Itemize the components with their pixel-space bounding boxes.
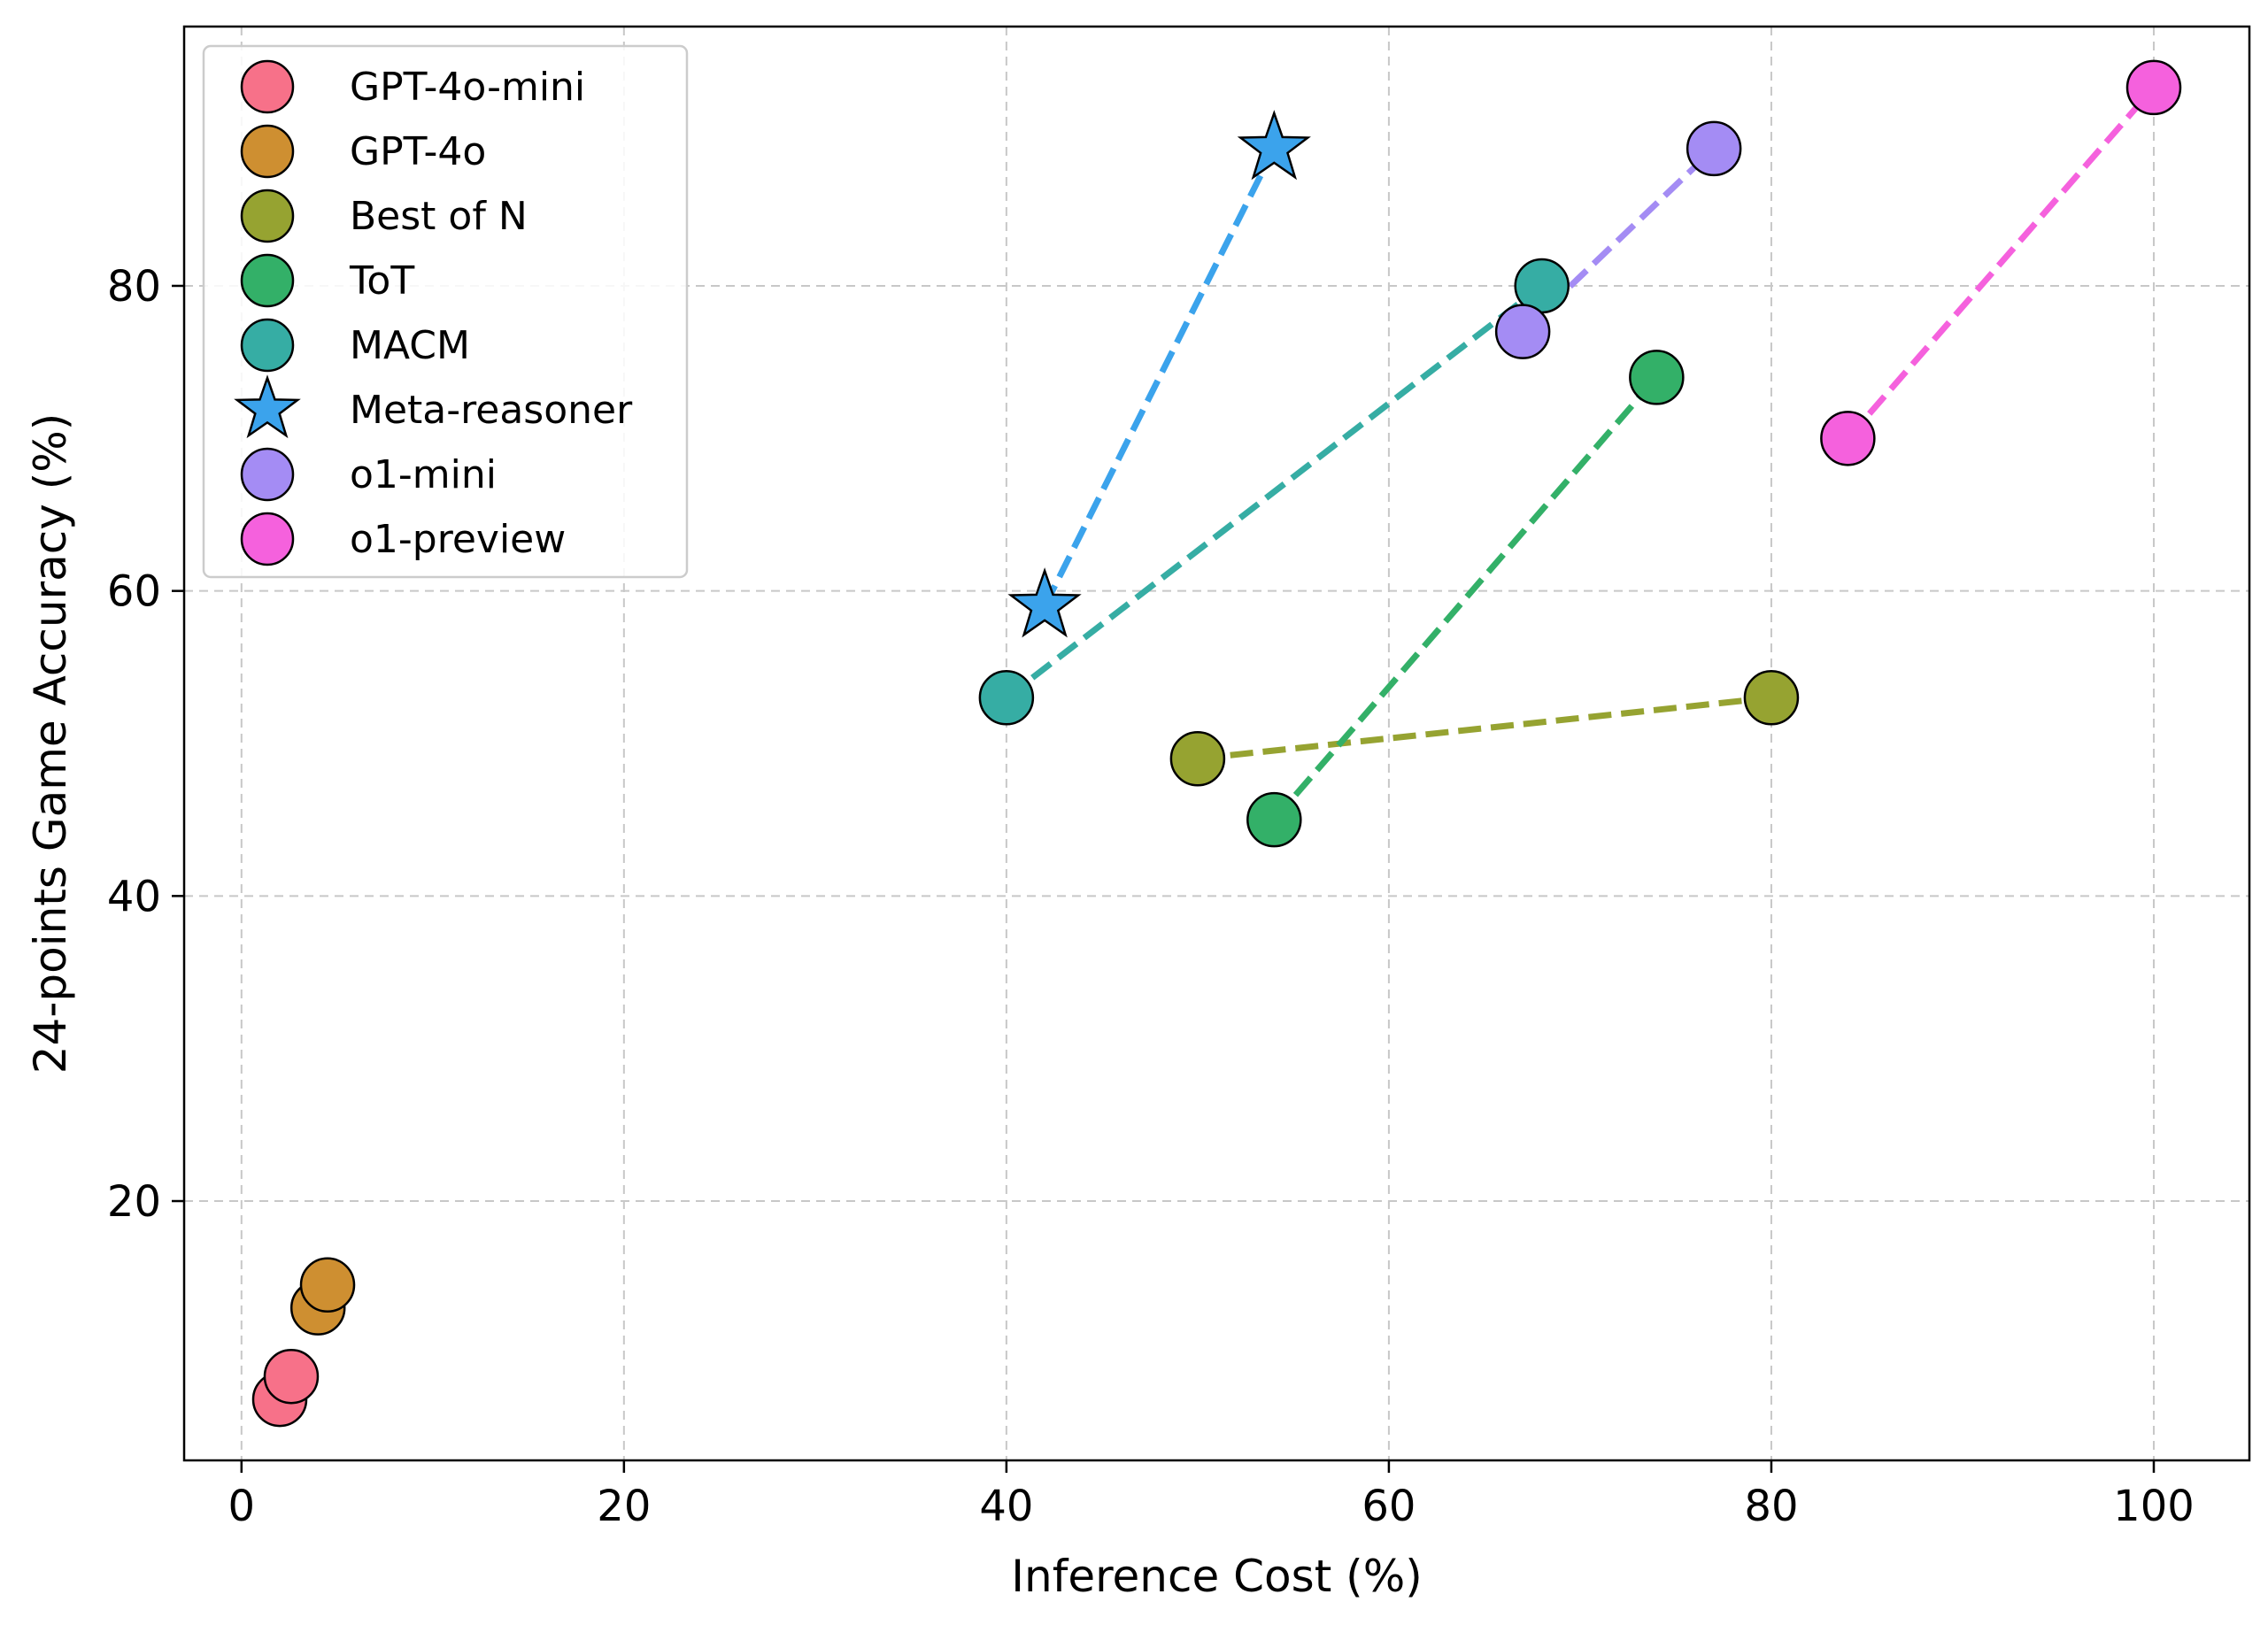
legend-label: GPT-4o-mini [350,65,585,110]
legend-label: o1-mini [350,452,497,497]
legend-marker [240,318,295,373]
data-point [2125,59,2182,116]
legend-label: ToT [349,258,414,304]
legend-marker [240,189,295,243]
legend-label: Meta-reasoner [350,388,633,433]
plot-frame [182,25,2251,1462]
y-axis-label: 24-points Game Accuracy (%) [25,413,76,1074]
legend-label: GPT-4o [350,129,486,174]
x-tick-label: 80 [1744,1482,1798,1531]
series-points [251,59,2182,1428]
series-line [1845,85,2156,441]
axis-ticks: 0 20 40 60 80 100 20 40 60 80 [107,262,2195,1531]
legend-marker [240,447,295,502]
x-axis-label: Inference Cost (%) [1011,1551,1422,1602]
data-point [1494,304,1551,359]
data-point-star [1237,110,1311,181]
data-point [1686,120,1742,177]
y-tick-label: 20 [107,1177,161,1227]
legend-marker [240,512,295,566]
y-tick-label: 40 [107,872,161,921]
y-tick-label: 60 [107,567,161,617]
legend-marker [240,124,295,179]
data-point [299,1257,356,1313]
grid [184,27,2249,1460]
legend-label: Best of N [350,194,528,239]
x-tick-label: 100 [2113,1482,2195,1531]
legend: GPT-4o-mini GPT-4o Best of N ToT MACM Meta-re… [202,44,689,579]
legend-marker [240,253,295,308]
legend-box [202,44,689,579]
data-point [1820,411,1876,466]
legend-label: o1-preview [350,517,566,562]
data-point [1169,730,1226,787]
x-tick-label: 60 [1362,1482,1416,1531]
series-line [1004,283,1544,701]
y-tick-label: 80 [107,262,161,312]
data-point-star [1007,567,1082,638]
x-tick-label: 0 [228,1482,256,1531]
x-tick-label: 20 [597,1482,651,1531]
legend-label: MACM [350,323,470,368]
series-line [1041,147,1277,608]
data-point [978,670,1035,726]
data-point [263,1348,320,1405]
series-line [1197,694,1772,762]
data-point [1246,791,1302,848]
legend-marker-star [234,374,301,439]
x-tick-label: 40 [979,1482,1033,1531]
data-point [1743,670,1800,726]
data-point [1629,350,1685,405]
legend-marker [240,59,295,114]
